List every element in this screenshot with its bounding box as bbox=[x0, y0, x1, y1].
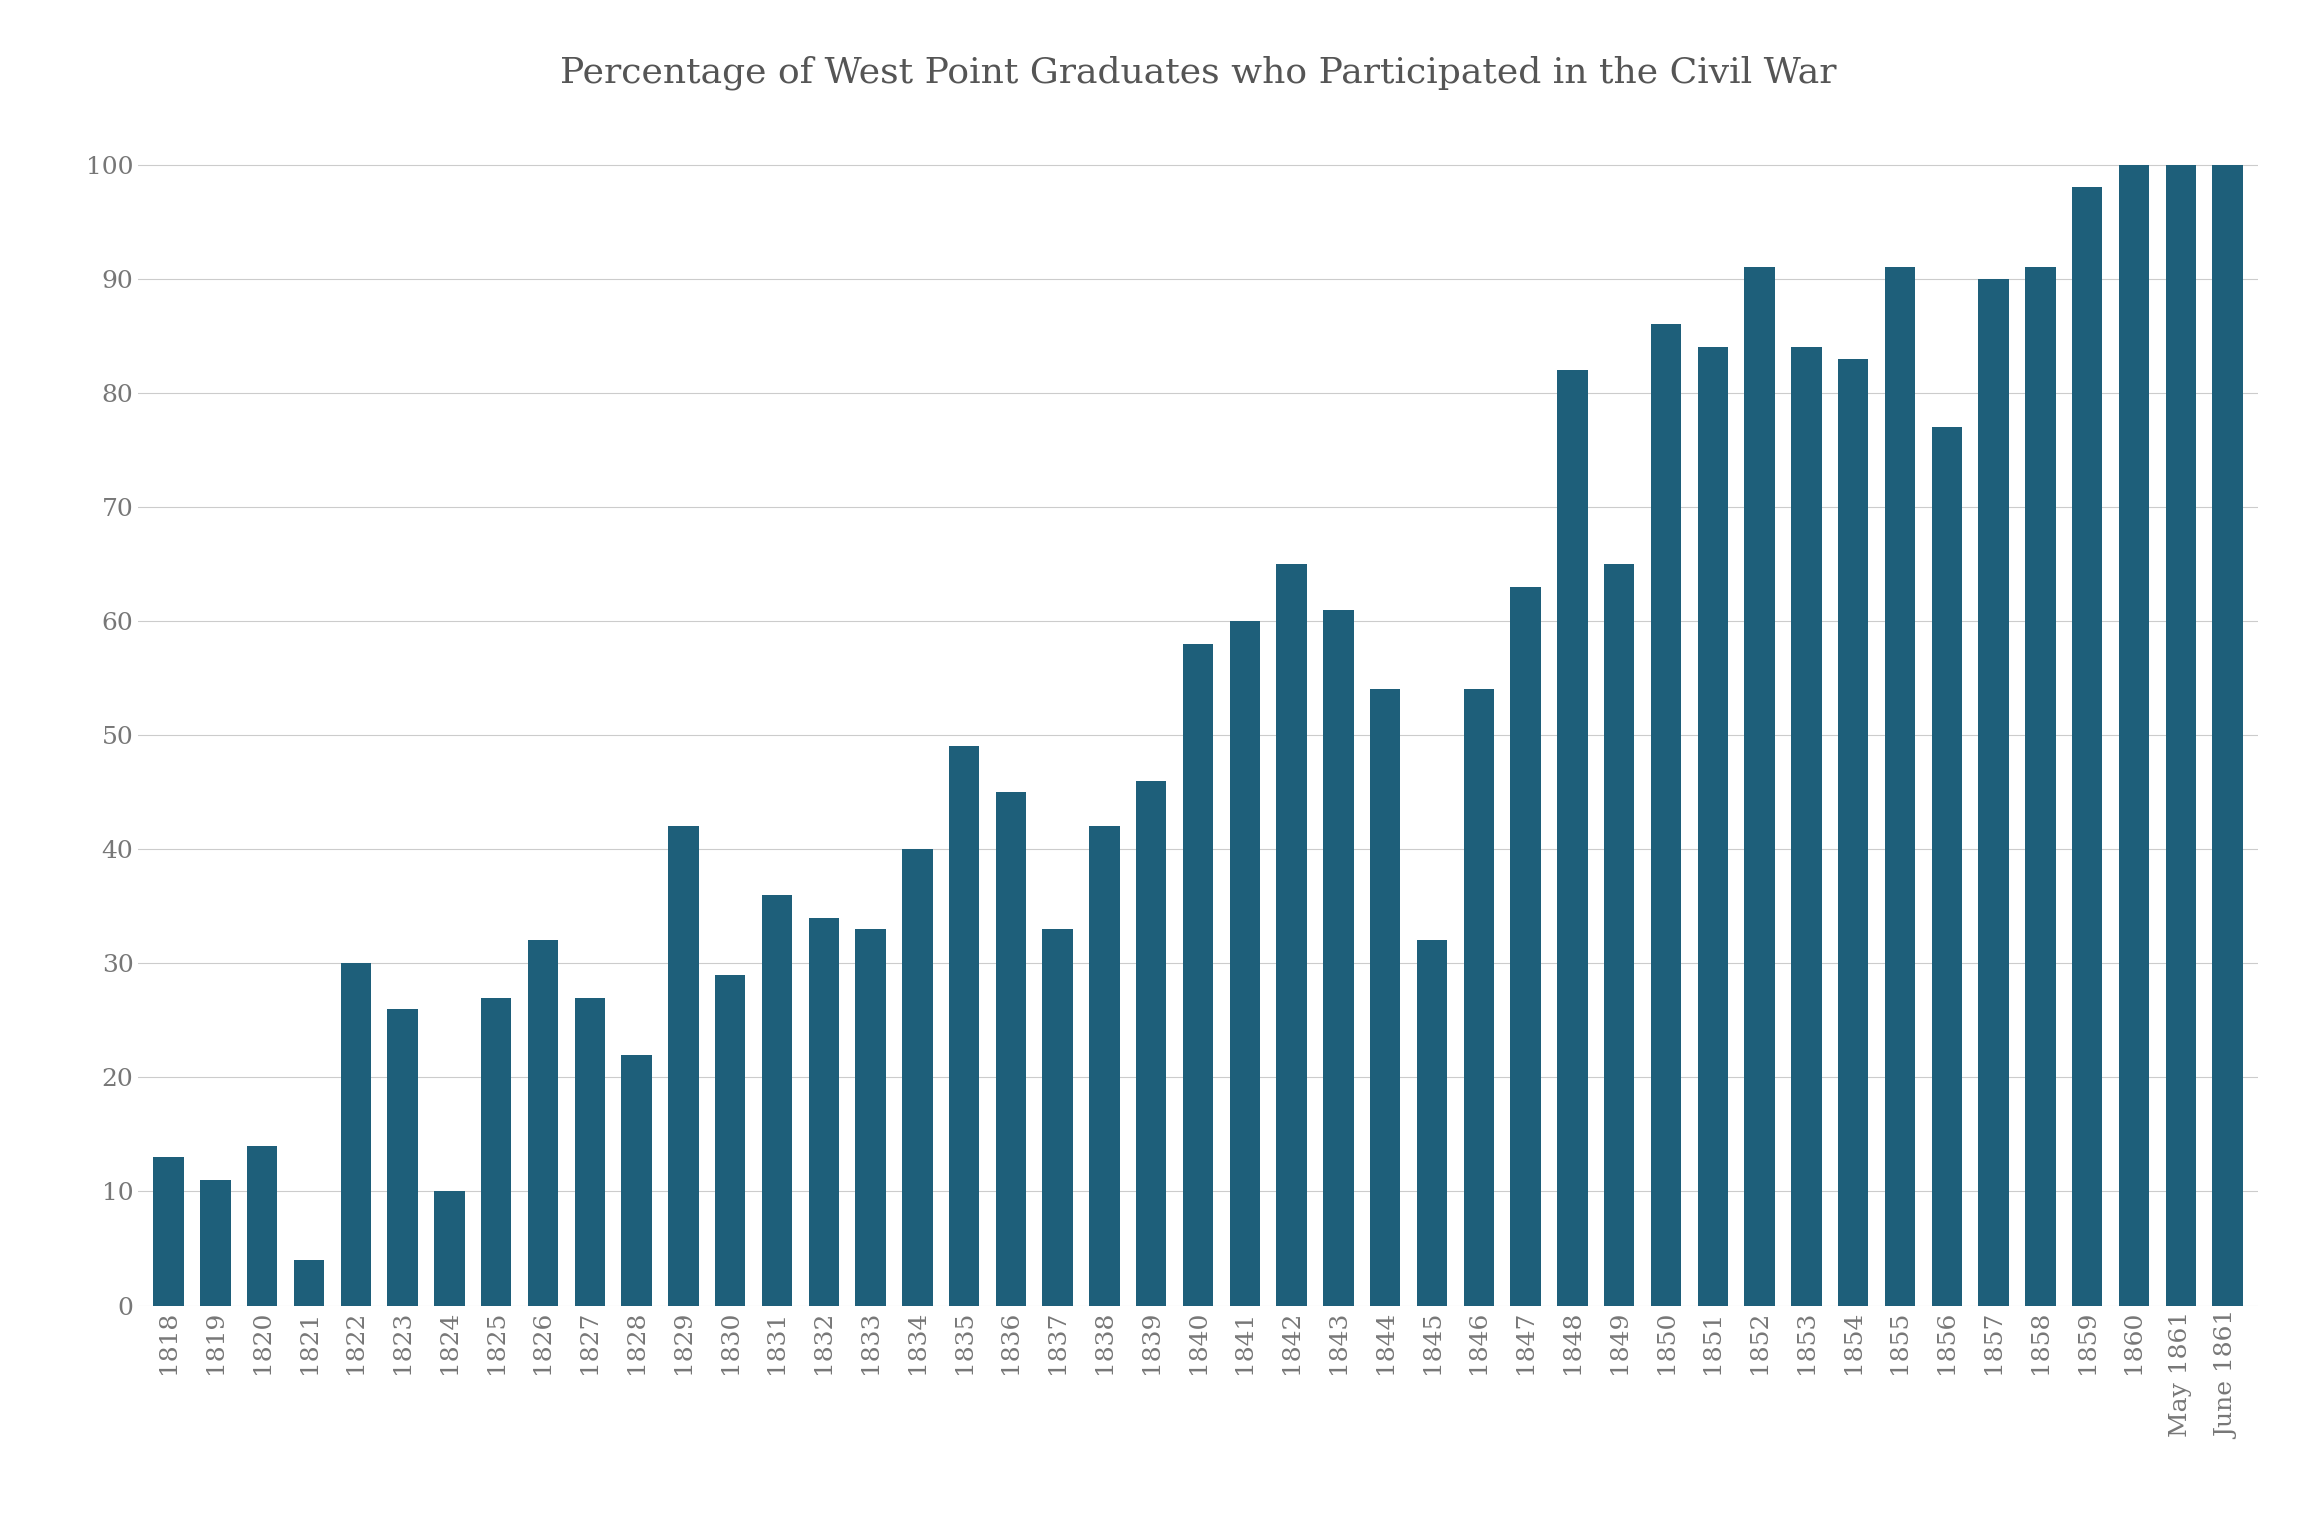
Bar bbox=[668, 826, 698, 1306]
Bar bbox=[2071, 187, 2101, 1306]
Bar bbox=[903, 849, 933, 1306]
Bar bbox=[622, 1055, 652, 1306]
Bar bbox=[2120, 164, 2150, 1306]
Bar bbox=[949, 746, 979, 1306]
Bar bbox=[1511, 587, 1541, 1306]
Bar bbox=[1558, 370, 1587, 1306]
Bar bbox=[433, 1192, 465, 1306]
Bar bbox=[341, 963, 371, 1306]
Bar bbox=[247, 1146, 276, 1306]
Bar bbox=[2212, 164, 2242, 1306]
Bar bbox=[714, 975, 746, 1306]
Bar bbox=[1839, 358, 1869, 1306]
Bar bbox=[1698, 347, 1728, 1306]
Bar bbox=[200, 1180, 230, 1306]
Bar bbox=[295, 1260, 325, 1306]
Bar bbox=[1090, 826, 1120, 1306]
Bar bbox=[1744, 267, 1774, 1306]
Bar bbox=[1136, 780, 1166, 1306]
Bar bbox=[1182, 644, 1214, 1306]
Bar bbox=[1604, 564, 1634, 1306]
Bar bbox=[1979, 278, 2009, 1306]
Bar bbox=[763, 895, 793, 1306]
Bar bbox=[809, 917, 839, 1306]
Bar bbox=[1322, 610, 1355, 1306]
Bar bbox=[387, 1009, 417, 1306]
Bar bbox=[2166, 164, 2196, 1306]
Bar bbox=[1230, 621, 1260, 1306]
Bar bbox=[1931, 427, 1963, 1306]
Bar bbox=[1276, 564, 1306, 1306]
Bar bbox=[995, 793, 1025, 1306]
Bar bbox=[1790, 347, 1822, 1306]
Bar bbox=[154, 1157, 184, 1306]
Bar bbox=[2025, 267, 2055, 1306]
Bar bbox=[574, 997, 606, 1306]
Bar bbox=[1041, 929, 1074, 1306]
Bar bbox=[482, 997, 511, 1306]
Bar bbox=[1650, 324, 1682, 1306]
Bar bbox=[1417, 940, 1447, 1306]
Bar bbox=[1463, 690, 1493, 1306]
Bar bbox=[1885, 267, 1915, 1306]
Title: Percentage of West Point Graduates who Participated in the Civil War: Percentage of West Point Graduates who P… bbox=[560, 55, 1836, 91]
Bar bbox=[528, 940, 558, 1306]
Bar bbox=[1371, 690, 1401, 1306]
Bar bbox=[855, 929, 885, 1306]
